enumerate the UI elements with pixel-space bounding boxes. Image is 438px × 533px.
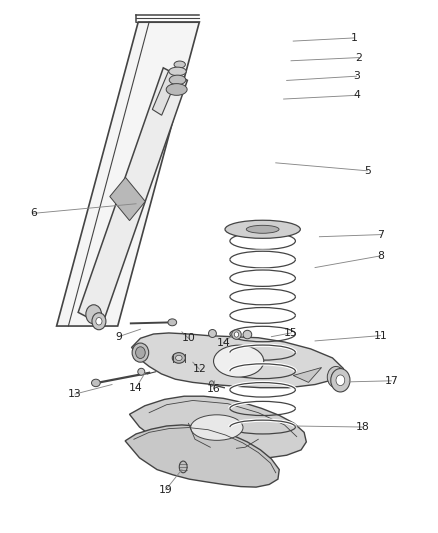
Ellipse shape (176, 356, 182, 361)
Circle shape (86, 305, 102, 324)
Ellipse shape (166, 84, 187, 95)
Ellipse shape (191, 415, 243, 440)
Ellipse shape (208, 329, 216, 337)
Text: 14: 14 (129, 383, 143, 393)
Ellipse shape (214, 345, 264, 377)
Ellipse shape (92, 379, 100, 386)
Text: 5: 5 (364, 166, 371, 176)
Ellipse shape (179, 461, 187, 473)
Text: 15: 15 (284, 328, 298, 338)
Text: 1: 1 (351, 33, 358, 43)
Text: 6: 6 (30, 208, 37, 219)
Circle shape (327, 367, 345, 387)
Text: 9: 9 (115, 332, 122, 342)
Ellipse shape (246, 225, 279, 233)
Text: 13: 13 (68, 389, 82, 399)
Ellipse shape (138, 368, 145, 375)
Polygon shape (78, 68, 187, 325)
Ellipse shape (136, 347, 145, 359)
Ellipse shape (132, 343, 149, 362)
Text: 8: 8 (377, 251, 384, 261)
Ellipse shape (225, 220, 300, 238)
Text: 7: 7 (377, 230, 384, 240)
Text: 11: 11 (374, 330, 388, 341)
Polygon shape (57, 22, 199, 326)
Circle shape (92, 313, 106, 330)
Text: 12: 12 (192, 364, 206, 374)
Ellipse shape (172, 353, 185, 364)
Text: 4: 4 (353, 90, 360, 100)
Circle shape (331, 368, 350, 392)
Ellipse shape (174, 61, 185, 68)
Text: 10: 10 (181, 333, 195, 343)
Text: 16: 16 (207, 384, 221, 394)
Polygon shape (110, 177, 145, 221)
Ellipse shape (168, 319, 177, 326)
Ellipse shape (243, 330, 252, 339)
Text: 17: 17 (385, 376, 398, 386)
Ellipse shape (232, 330, 241, 340)
Ellipse shape (169, 75, 186, 85)
Text: 18: 18 (356, 422, 370, 432)
Text: 19: 19 (159, 485, 173, 495)
Circle shape (336, 375, 345, 385)
Text: 2: 2 (355, 53, 362, 62)
Circle shape (332, 372, 340, 382)
Text: 14: 14 (216, 337, 230, 348)
Ellipse shape (169, 67, 186, 76)
Ellipse shape (209, 381, 214, 386)
Polygon shape (293, 368, 321, 382)
Ellipse shape (234, 332, 239, 337)
Polygon shape (152, 71, 178, 115)
Polygon shape (125, 425, 279, 487)
Polygon shape (132, 333, 343, 387)
Circle shape (96, 318, 102, 325)
Text: 3: 3 (353, 71, 360, 81)
Polygon shape (130, 396, 306, 458)
